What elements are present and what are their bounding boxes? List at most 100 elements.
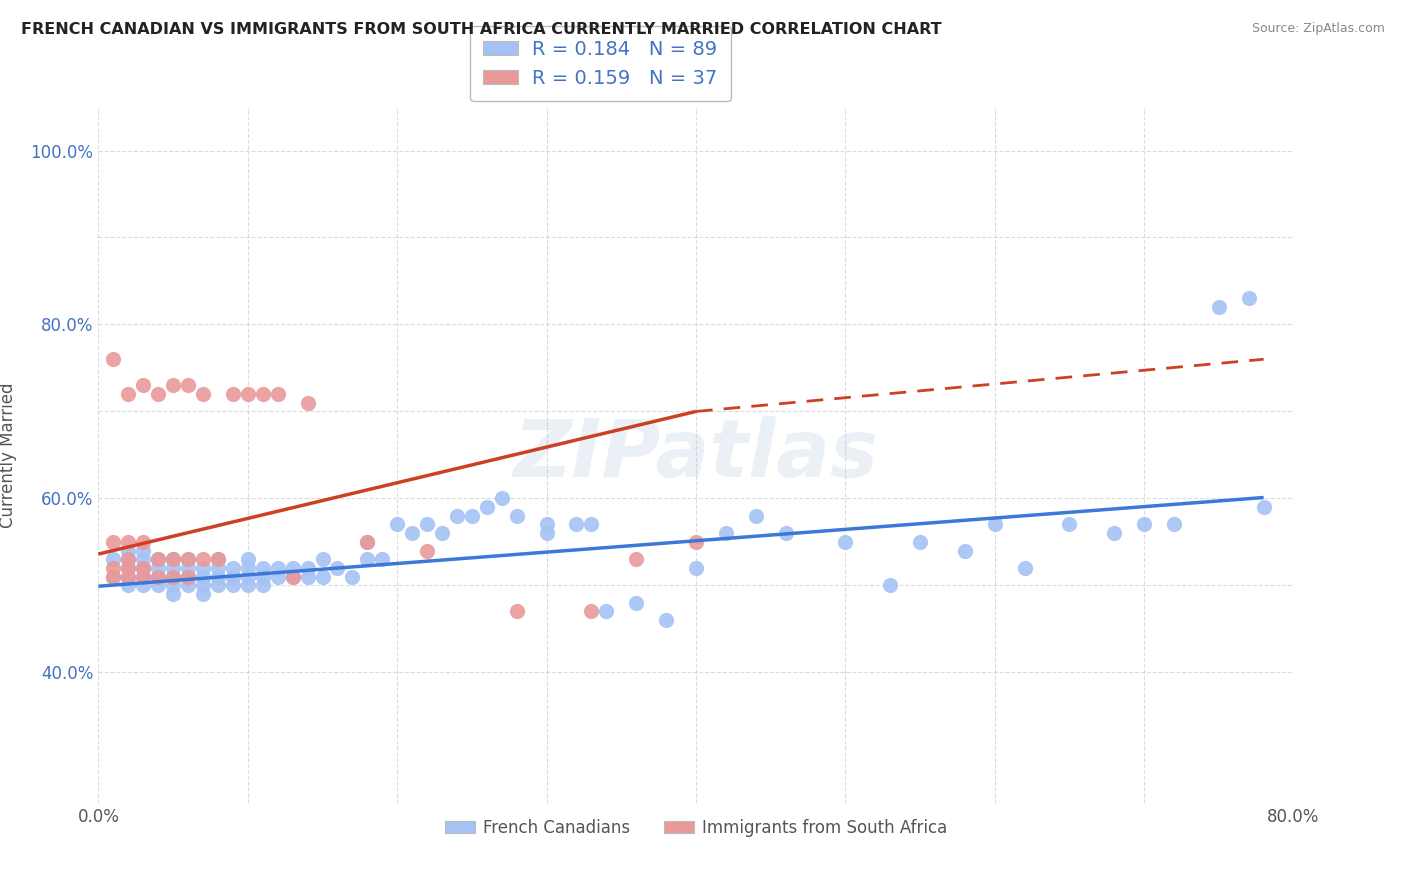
Point (207, 570, 229, 584)
Point (297, 561, 319, 575)
Point (342, 570, 364, 584)
Point (385, 517, 409, 532)
Point (207, 552, 229, 566)
Point (655, 613, 678, 627)
Point (446, 508, 468, 523)
Point (132, 534, 155, 549)
Point (103, 570, 125, 584)
Point (236, 552, 259, 566)
Point (103, 561, 125, 575)
Point (117, 387, 139, 401)
Point (162, 561, 184, 575)
Point (252, 561, 274, 575)
Text: ZIPatlas: ZIPatlas (513, 416, 879, 494)
Point (103, 352, 125, 367)
Point (103, 534, 125, 549)
Point (177, 378, 200, 392)
Point (984, 517, 1007, 532)
Point (236, 578, 259, 592)
Point (685, 561, 707, 575)
Point (252, 387, 274, 401)
Point (1014, 561, 1036, 575)
Point (132, 570, 155, 584)
Point (252, 570, 274, 584)
Point (222, 570, 245, 584)
Point (536, 517, 558, 532)
Point (103, 552, 125, 566)
Point (297, 396, 319, 410)
Point (281, 561, 304, 575)
Point (132, 570, 155, 584)
Point (162, 578, 184, 592)
Point (132, 561, 155, 575)
Point (581, 517, 603, 532)
Point (356, 552, 378, 566)
Point (191, 561, 214, 575)
Point (148, 552, 170, 566)
Point (506, 605, 529, 619)
Point (162, 570, 184, 584)
Point (117, 534, 139, 549)
Point (236, 387, 259, 401)
Point (177, 578, 200, 592)
Point (177, 570, 200, 584)
Point (236, 561, 259, 575)
Point (879, 578, 901, 592)
Point (581, 605, 603, 619)
Point (148, 561, 170, 575)
Point (297, 570, 319, 584)
Point (117, 570, 139, 584)
Point (908, 534, 931, 549)
Point (775, 526, 797, 541)
Point (177, 561, 200, 575)
Point (834, 534, 856, 549)
Point (252, 578, 274, 592)
Point (267, 387, 290, 401)
Point (162, 378, 184, 392)
Point (626, 596, 648, 610)
Point (281, 570, 304, 584)
Point (416, 517, 439, 532)
Point (207, 552, 229, 566)
Point (1133, 517, 1156, 532)
Point (745, 508, 768, 523)
Point (103, 570, 125, 584)
Point (685, 534, 707, 549)
Point (1253, 500, 1275, 514)
Point (371, 552, 394, 566)
Text: FRENCH CANADIAN VS IMMIGRANTS FROM SOUTH AFRICA CURRENTLY MARRIED CORRELATION CH: FRENCH CANADIAN VS IMMIGRANTS FROM SOUTH… (21, 22, 942, 37)
Point (565, 517, 588, 532)
Point (401, 526, 423, 541)
Point (191, 387, 214, 401)
Point (595, 605, 617, 619)
Point (236, 570, 259, 584)
Point (1237, 291, 1260, 305)
Text: Source: ZipAtlas.com: Source: ZipAtlas.com (1251, 22, 1385, 36)
Point (117, 578, 139, 592)
Point (311, 552, 333, 566)
Point (356, 534, 378, 549)
Point (148, 578, 170, 592)
Point (461, 508, 484, 523)
Point (1208, 300, 1230, 314)
Point (1104, 526, 1126, 541)
Point (536, 526, 558, 541)
Point (326, 561, 349, 575)
Point (430, 526, 453, 541)
Point (117, 561, 139, 575)
Point (953, 543, 976, 558)
Point (714, 526, 737, 541)
Point (191, 570, 214, 584)
Point (162, 552, 184, 566)
Point (281, 570, 304, 584)
Point (506, 508, 529, 523)
Point (207, 578, 229, 592)
Point (132, 543, 155, 558)
Point (162, 570, 184, 584)
Point (148, 387, 170, 401)
Point (311, 570, 333, 584)
Y-axis label: Currently Married: Currently Married (0, 382, 17, 528)
Point (191, 552, 214, 566)
Point (148, 552, 170, 566)
Point (132, 378, 155, 392)
